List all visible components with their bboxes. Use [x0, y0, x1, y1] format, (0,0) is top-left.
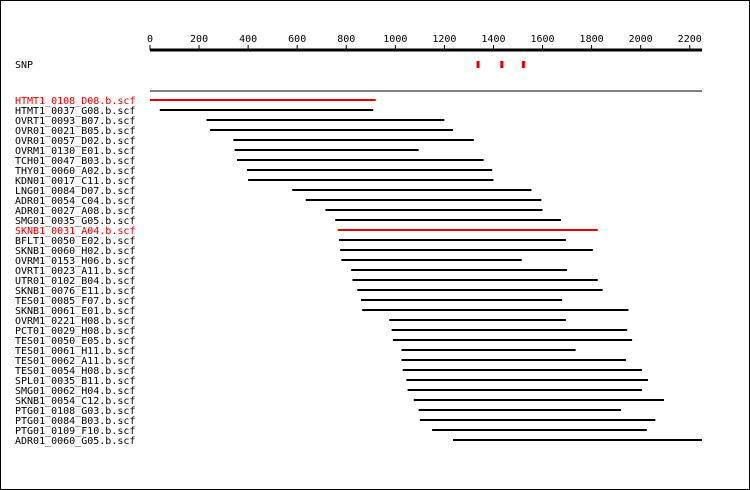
axis-tick-label: 200	[190, 34, 208, 45]
read-label: ADR01_0060_G05.b.scf	[15, 436, 135, 447]
read-label: SKNB1_0060_H02.b.scf	[15, 246, 135, 257]
read-label: PCT01_0029_H08.b.scf	[15, 326, 135, 337]
read-label: BFLT1_0050_E02.b.scf	[15, 236, 135, 247]
read-label: KDN01_0017_C11.b.scf	[15, 176, 135, 187]
read-label: SMG01_0062_H04.b.scf	[15, 386, 135, 397]
read-label: PTG01_0084_B03.b.scf	[15, 416, 135, 427]
snp-track-label: SNP	[15, 60, 33, 71]
axis-tick-label: 1400	[481, 34, 505, 45]
read-label: TCH01_0047_B03.b.scf	[15, 156, 135, 167]
read-label: SKNB1_0031_A04.b.scf	[15, 226, 135, 237]
read-label: SKNB1_0076_E11.b.scf	[15, 286, 135, 297]
axis-tick-label: 0	[147, 34, 153, 45]
position-axis: 0 200 400 600 800 1000 1200 1400 1600 1800 2000 220…	[147, 34, 702, 52]
read-list: HTMT1_0108_D08.b.scfHTMT1_0037_G08.b.scf…	[15, 96, 702, 447]
read-label: OVRM1_0153_H06.b.scf	[15, 256, 135, 267]
snp-marker	[500, 61, 504, 68]
read-label: TES01_0085_F07.b.scf	[15, 296, 135, 307]
read-label: ADR01_0027_A08.b.scf	[15, 206, 135, 217]
read-label: TES01_0054_H08.b.scf	[15, 366, 135, 377]
axis-tick-label: 800	[337, 34, 355, 45]
read-label: OVRM1_0130_E01.b.scf	[15, 146, 135, 157]
read-label: PTG01_0109_F10.b.scf	[15, 426, 135, 437]
read-label: OVRT1_0093_B07.b.scf	[15, 116, 135, 127]
read-label: UTR01_0102_B04.b.scf	[15, 276, 135, 287]
axis-tick-label: 600	[288, 34, 306, 45]
axis-tick-label: 1600	[530, 34, 554, 45]
snp-track	[476, 61, 525, 68]
axis-tick-label: 1000	[383, 34, 407, 45]
read-label: TES01_0050_E05.b.scf	[15, 336, 135, 347]
axis-tick-label: 1800	[580, 34, 604, 45]
read-label: ADR01_0054_C04.b.scf	[15, 196, 135, 207]
axis-tick-label: 2000	[629, 34, 653, 45]
read-label: PTG01_0108_G03.b.scf	[15, 406, 135, 417]
read-label: TES01_0061_H11.b.scf	[15, 346, 135, 357]
read-label: SPL01_0035_B11.b.scf	[15, 376, 135, 387]
read-label: OVRM1_0221_H08.b.scf	[15, 316, 135, 327]
read-label: SKNB1_0054_C12.b.scf	[15, 396, 135, 407]
axis-tick-label: 400	[239, 34, 257, 45]
read-label: SMG01_0035_G05.b.scf	[15, 216, 135, 227]
read-label: SKNB1_0061_E01.b.scf	[15, 306, 135, 317]
read-label: OVRT1_0023_A11.b.scf	[15, 266, 135, 277]
snp-marker	[521, 61, 525, 68]
read-label: HTMT1_0037_G08.b.scf	[15, 106, 135, 117]
read-label: OVR01_0021_B05.b.scf	[15, 126, 135, 137]
read-label: LNG01_0084_D07.b.scf	[15, 186, 135, 197]
snp-marker	[476, 61, 480, 68]
axis-tick-label: 1200	[432, 34, 456, 45]
read-label: TES01_0062_A11.b.scf	[15, 356, 135, 367]
read-label: HTMT1_0108_D08.b.scf	[15, 96, 135, 107]
read-label: OVR01_0057_D02.b.scf	[15, 136, 135, 147]
axis-tick-label: 2200	[678, 34, 702, 45]
read-label: THY01_0060_A02.b.scf	[15, 166, 135, 177]
